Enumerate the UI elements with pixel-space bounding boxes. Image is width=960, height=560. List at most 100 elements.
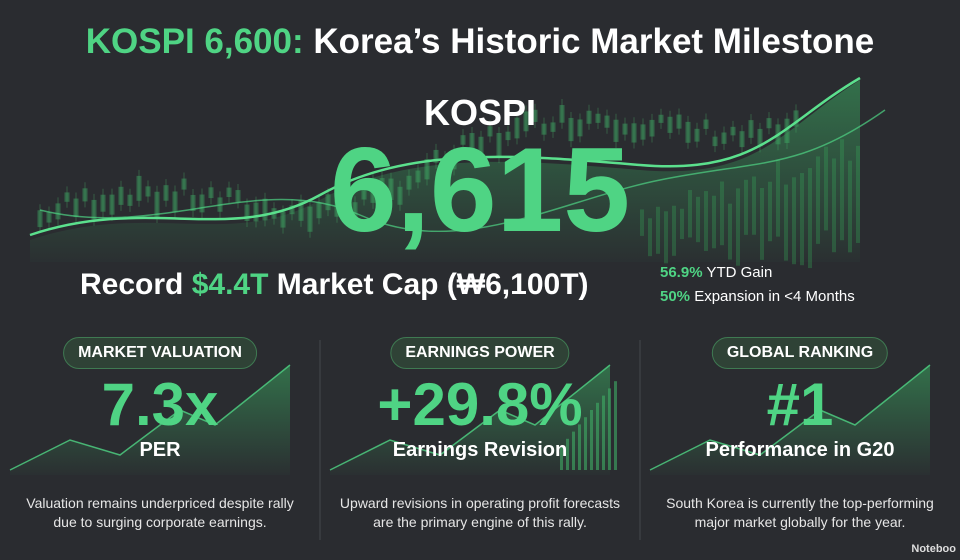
card-bar bbox=[614, 381, 617, 470]
candle bbox=[433, 149, 439, 163]
stat-label: Expansion in <4 Months bbox=[694, 288, 855, 305]
stat: 56.9% YTD Gain bbox=[660, 264, 772, 281]
candle bbox=[55, 203, 61, 220]
card-label: PER bbox=[139, 439, 181, 461]
title: KOSPI 6,600: Korea’s Historic Market Mil… bbox=[0, 22, 960, 62]
card-value: +29.8% bbox=[377, 371, 583, 438]
candle bbox=[721, 132, 727, 144]
candle bbox=[577, 119, 583, 137]
candle bbox=[757, 128, 763, 147]
card-bar bbox=[578, 424, 581, 470]
candle bbox=[460, 135, 466, 145]
card-label: Performance in G20 bbox=[705, 439, 895, 461]
candle bbox=[667, 116, 673, 133]
stat-value: 50% bbox=[660, 288, 691, 305]
candle bbox=[595, 113, 601, 123]
cap-prefix: Record bbox=[80, 268, 184, 301]
card-badge: GLOBAL RANKING bbox=[711, 337, 889, 369]
candle bbox=[514, 117, 520, 139]
card-bar bbox=[590, 410, 593, 470]
candle bbox=[730, 126, 736, 136]
candle bbox=[244, 204, 250, 221]
card-label: Earnings Revision bbox=[392, 439, 568, 461]
candle bbox=[568, 117, 574, 142]
candle bbox=[505, 131, 511, 141]
candle bbox=[136, 175, 142, 201]
card-area bbox=[330, 365, 610, 475]
index-name: KOSPI bbox=[423, 92, 537, 133]
candle bbox=[199, 194, 205, 213]
candle bbox=[604, 115, 610, 128]
cap-line: Record $4.4T Market Cap (₩6,100T) bbox=[80, 268, 589, 302]
candle bbox=[784, 118, 790, 144]
card-line bbox=[9, 364, 291, 471]
candle bbox=[739, 131, 745, 148]
candle bbox=[64, 192, 70, 202]
title-rest: Korea’s Historic Market Milestone bbox=[313, 22, 875, 61]
candle bbox=[541, 123, 547, 135]
card-bar bbox=[566, 438, 569, 470]
card-bar bbox=[584, 417, 587, 470]
card-bar bbox=[608, 388, 611, 470]
stat: 50% Expansion in <4 Months bbox=[660, 288, 855, 305]
card-value: 7.3x bbox=[101, 371, 219, 438]
candle bbox=[649, 119, 655, 137]
candle bbox=[613, 119, 619, 142]
card-value: #1 bbox=[766, 371, 834, 438]
candle bbox=[748, 120, 754, 138]
card-description: South Korea is currently the top-perform… bbox=[666, 495, 934, 530]
candle bbox=[532, 109, 538, 122]
candle bbox=[118, 186, 124, 205]
candle bbox=[469, 133, 475, 150]
candle bbox=[451, 150, 457, 170]
candle bbox=[559, 105, 565, 123]
cap-highlight: $4.4T bbox=[191, 268, 269, 301]
card-line bbox=[329, 364, 611, 471]
card-bar bbox=[572, 431, 575, 470]
card-bar bbox=[602, 395, 605, 470]
candle bbox=[496, 132, 502, 158]
candle bbox=[91, 199, 97, 220]
candle bbox=[172, 191, 178, 212]
candle bbox=[793, 110, 799, 127]
title-highlight: KOSPI 6,600: bbox=[85, 22, 304, 61]
card-bar bbox=[596, 402, 599, 470]
candle bbox=[631, 123, 637, 143]
wave bbox=[39, 109, 886, 233]
candle bbox=[622, 123, 628, 135]
candle bbox=[109, 194, 115, 215]
candle bbox=[37, 210, 43, 228]
stat-value: 56.9% bbox=[660, 264, 703, 281]
candle bbox=[586, 110, 592, 124]
candle bbox=[181, 178, 187, 190]
watermark: Noteboo bbox=[911, 543, 956, 555]
card-line bbox=[649, 364, 931, 471]
candle bbox=[82, 188, 88, 202]
candle bbox=[253, 202, 259, 222]
candle bbox=[766, 118, 772, 129]
cap-suffix: Market Cap (₩6,100T) bbox=[276, 268, 589, 301]
candle bbox=[640, 124, 646, 140]
candle bbox=[226, 187, 232, 198]
card-description: Valuation remains underpriced despite ra… bbox=[26, 495, 294, 530]
candle bbox=[46, 212, 52, 223]
card-area bbox=[10, 365, 290, 475]
candle bbox=[523, 111, 529, 132]
candle bbox=[289, 205, 295, 215]
candle bbox=[163, 185, 169, 201]
candle bbox=[127, 194, 133, 206]
candle bbox=[658, 114, 664, 123]
card-bar bbox=[560, 446, 563, 470]
candle bbox=[442, 157, 448, 166]
candle bbox=[100, 194, 106, 212]
card-badge: EARNINGS POWER bbox=[390, 337, 570, 369]
candle bbox=[550, 122, 556, 132]
card-description: Upward revisions in operating profit for… bbox=[339, 495, 621, 530]
candle bbox=[235, 190, 241, 203]
candle bbox=[145, 186, 151, 197]
candle bbox=[190, 194, 196, 211]
area bbox=[30, 80, 860, 262]
candle bbox=[694, 128, 700, 142]
